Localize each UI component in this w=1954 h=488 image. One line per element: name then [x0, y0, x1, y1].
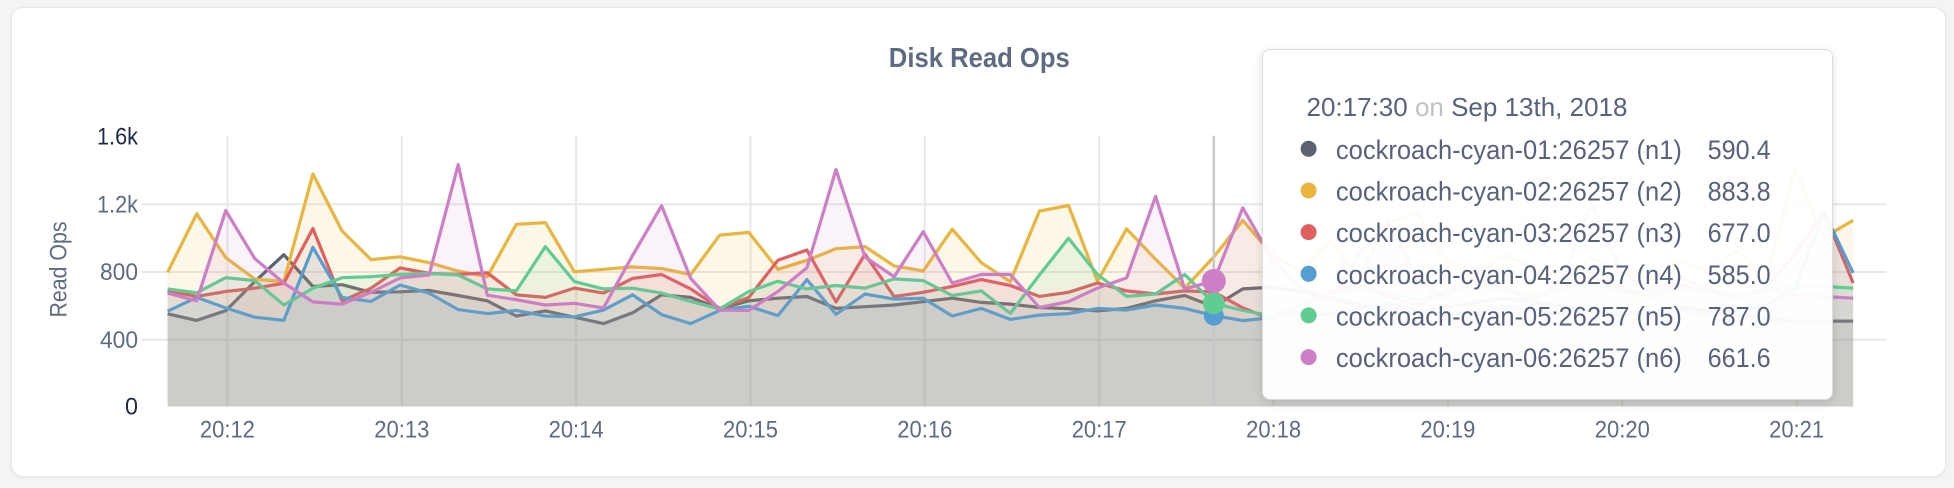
svg-text:20:21: 20:21 [1769, 417, 1824, 444]
svg-text:787.0: 787.0 [1708, 301, 1771, 331]
svg-text:20:17:30 on Sep 13th, 2018: 20:17:30 on Sep 13th, 2018 [1307, 92, 1628, 122]
svg-text:20:17: 20:17 [1072, 417, 1127, 444]
svg-text:1.6k: 1.6k [97, 123, 139, 150]
svg-text:cockroach-cyan-03:26257 (n3): cockroach-cyan-03:26257 (n3) [1336, 218, 1682, 248]
svg-text:20:18: 20:18 [1246, 417, 1301, 444]
svg-text:20:20: 20:20 [1595, 417, 1650, 444]
svg-text:20:19: 20:19 [1420, 417, 1475, 444]
svg-text:cockroach-cyan-01:26257 (n1): cockroach-cyan-01:26257 (n1) [1336, 135, 1682, 165]
svg-text:1.2k: 1.2k [97, 192, 139, 219]
svg-text:661.6: 661.6 [1708, 343, 1771, 373]
svg-text:cockroach-cyan-04:26257 (n4): cockroach-cyan-04:26257 (n4) [1336, 260, 1682, 290]
svg-text:cockroach-cyan-02:26257 (n2): cockroach-cyan-02:26257 (n2) [1336, 177, 1682, 207]
svg-text:883.8: 883.8 [1708, 177, 1771, 207]
svg-text:cockroach-cyan-05:26257 (n5): cockroach-cyan-05:26257 (n5) [1336, 301, 1682, 331]
svg-text:590.4: 590.4 [1708, 135, 1771, 165]
svg-text:20:12: 20:12 [200, 417, 255, 444]
svg-text:0: 0 [125, 394, 138, 421]
svg-text:677.0: 677.0 [1708, 218, 1771, 248]
svg-text:Disk Read Ops: Disk Read Ops [889, 42, 1070, 73]
svg-text:Read Ops: Read Ops [46, 222, 73, 318]
svg-text:20:14: 20:14 [549, 417, 604, 444]
svg-text:20:13: 20:13 [374, 417, 429, 444]
svg-text:585.0: 585.0 [1708, 260, 1771, 290]
svg-text:20:16: 20:16 [897, 417, 952, 444]
svg-text:cockroach-cyan-06:26257 (n6): cockroach-cyan-06:26257 (n6) [1336, 343, 1682, 373]
svg-text:800: 800 [100, 259, 138, 286]
svg-text:20:15: 20:15 [723, 417, 778, 444]
svg-text:400: 400 [100, 327, 138, 354]
